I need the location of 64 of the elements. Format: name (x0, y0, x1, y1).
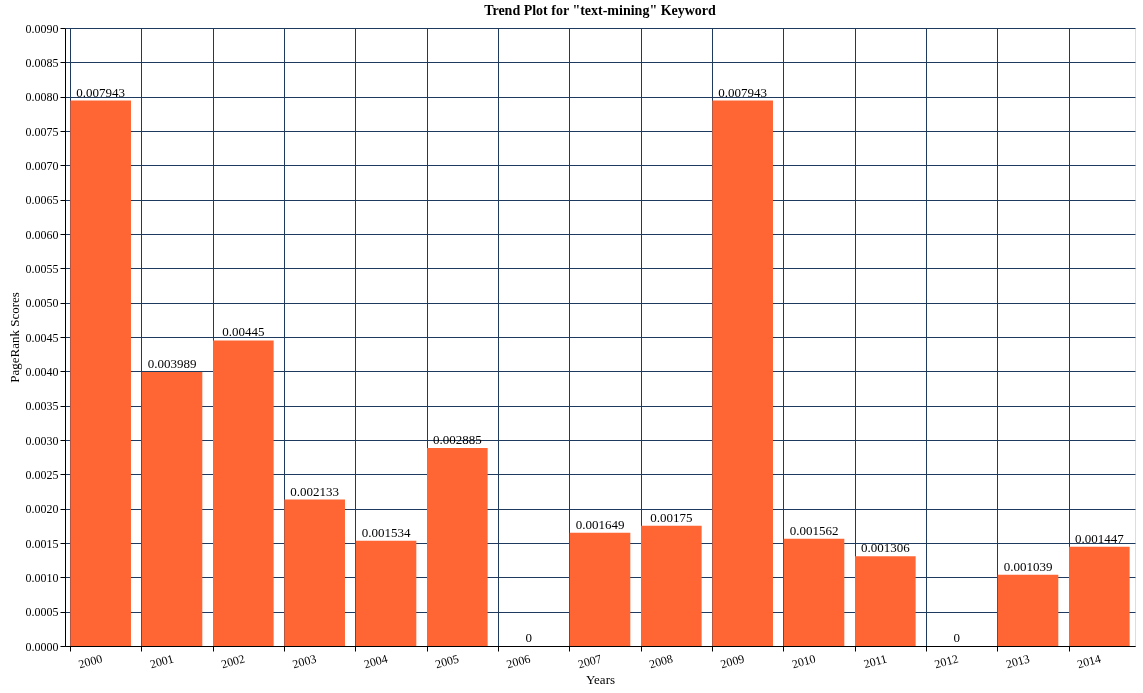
bar (855, 556, 916, 646)
bar (427, 447, 488, 646)
x-tick-label: 2004 (362, 651, 390, 672)
data-label: 0.001039 (1003, 558, 1053, 574)
data-label: 0.001534 (361, 524, 411, 540)
data-label: 0.007943 (76, 84, 126, 100)
data-label: 0.001562 (789, 522, 839, 538)
bar (712, 100, 773, 646)
data-label: 0.003989 (147, 356, 197, 372)
data-label: 0.001306 (860, 540, 911, 556)
bar (783, 538, 845, 646)
bar (355, 540, 417, 646)
y-tick-label: 0.0060 (25, 227, 59, 242)
data-label: 0 (525, 630, 532, 645)
data-label: 0.001447 (1074, 530, 1125, 546)
y-axis-title: PageRank Scores (6, 292, 22, 383)
data-label: 0.00445 (222, 324, 265, 340)
x-tick-label: 2005 (433, 651, 461, 672)
y-tick-label: 0.0080 (25, 90, 59, 105)
bar (569, 532, 631, 646)
x-tick-label: 2014 (1075, 651, 1103, 672)
x-tick-label: 2011 (862, 651, 889, 672)
y-tick-label: 0.0030 (25, 433, 59, 448)
x-tick-label: 2002 (219, 651, 247, 672)
x-tick-label: 2001 (148, 651, 176, 672)
y-tick-label: 0.0055 (25, 261, 59, 276)
bar (997, 574, 1059, 646)
x-tick-label: 2008 (647, 651, 675, 672)
data-label: 0.007943 (718, 84, 768, 100)
bar (141, 372, 203, 646)
y-tick-label: 0.0015 (25, 536, 59, 551)
y-tick-label: 0.0075 (25, 124, 59, 139)
y-tick-label: 0.0040 (25, 364, 59, 379)
data-label: 0.001649 (575, 516, 625, 532)
x-tick-label: 2010 (790, 651, 818, 672)
x-axis-title: Years (585, 672, 616, 688)
y-tick-label: 0.0025 (25, 467, 59, 482)
data-label: 0 (953, 630, 960, 645)
x-tick-label: 2013 (1004, 651, 1032, 672)
x-tick-label: 2007 (576, 651, 604, 672)
x-tick-label: 2009 (718, 651, 746, 672)
data-label: 0.00175 (650, 509, 693, 525)
bar (70, 100, 131, 646)
y-tick-label: 0.0045 (25, 330, 59, 345)
y-tick-label: 0.0070 (25, 158, 59, 173)
y-tick-label: 0.0090 (25, 21, 59, 36)
y-tick-label: 0.0000 (25, 639, 59, 654)
y-tick-label: 0.0050 (25, 296, 59, 311)
y-tick-label: 0.0085 (25, 55, 59, 70)
x-tick-label: 2000 (76, 651, 104, 672)
y-tick-label: 0.0005 (25, 605, 59, 620)
y-tick-label: 0.0065 (25, 193, 59, 208)
x-tick-label: 2003 (290, 651, 318, 672)
x-tick-label: 2006 (504, 651, 532, 672)
bar (641, 525, 702, 646)
y-tick-label: 0.0010 (25, 570, 59, 585)
y-tick-label: 0.0035 (25, 399, 59, 414)
y-tick-label: 0.0020 (25, 502, 59, 517)
bar (284, 499, 345, 646)
chart-title: Trend Plot for "text-mining" Keyword (484, 3, 717, 18)
bar (1069, 546, 1130, 646)
bar (213, 340, 274, 646)
x-tick-label: 2012 (932, 651, 960, 672)
data-label: 0.002133 (290, 483, 340, 499)
